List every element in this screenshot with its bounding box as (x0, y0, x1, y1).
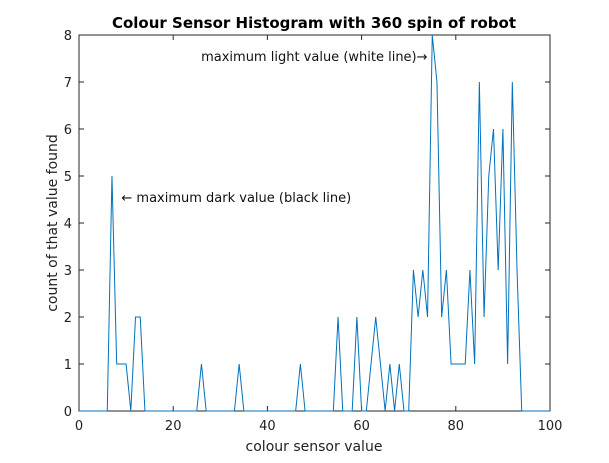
histogram-line (79, 34, 550, 412)
x-tick-label: 100 (538, 419, 563, 434)
y-tick-label: 4 (64, 217, 72, 232)
plot-area: 0 20 40 60 80 100 0 1 2 3 4 5 6 7 8 maximum light value… (64, 29, 563, 434)
y-tick-label: 1 (64, 358, 72, 373)
y-tick-label: 8 (64, 29, 72, 44)
y-tick-label: 7 (64, 76, 72, 91)
chart-title: Colour Sensor Histogram with 360 spin of… (112, 14, 516, 32)
annotation-label: ← maximum dark value (black line) (121, 191, 351, 206)
annotation-label: maximum light value (white line)→ (201, 50, 428, 65)
x-axis-label: colour sensor value (246, 439, 383, 455)
y-axis-label: count of that value found (45, 134, 61, 312)
x-tick-label: 40 (259, 419, 276, 434)
y-tick-label: 2 (64, 311, 72, 326)
x-tick-label: 60 (353, 419, 370, 434)
x-tick-label: 80 (448, 419, 465, 434)
y-tick-label: 3 (64, 264, 72, 279)
x-tick-label: 20 (165, 419, 182, 434)
x-tick-label: 0 (75, 419, 83, 434)
y-tick-label: 6 (64, 123, 72, 138)
y-tick-label: 5 (64, 170, 72, 185)
y-tick-label: 0 (64, 405, 72, 420)
